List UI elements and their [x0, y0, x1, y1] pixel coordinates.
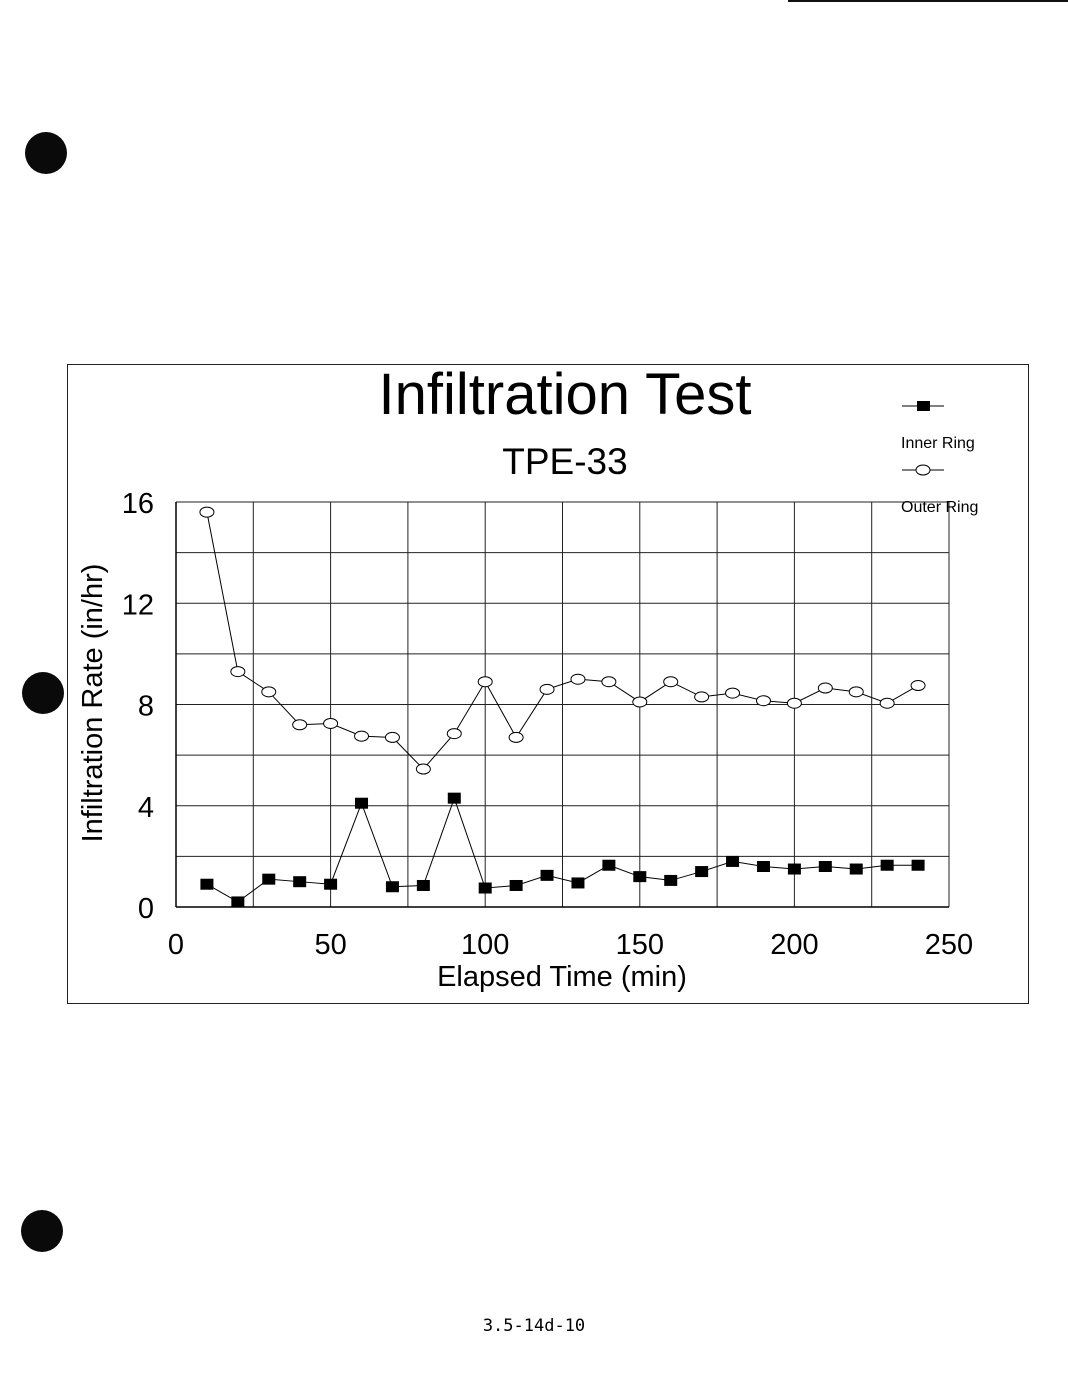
punch-hole: [25, 132, 67, 174]
x-axis-label: Elapsed Time (min): [437, 961, 687, 993]
inner-ring-point: [664, 874, 678, 886]
inner-ring-point: [818, 861, 832, 872]
inner-ring-point: [509, 879, 523, 891]
x-tick-label: 0: [168, 929, 184, 961]
inner-ring-point: [911, 859, 925, 871]
inner-ring-point: [880, 859, 894, 871]
outer-ring-point: [415, 763, 431, 775]
punch-hole: [22, 672, 64, 714]
chart-subtitle: TPE-33: [502, 441, 627, 482]
outer-ring-point: [508, 731, 524, 743]
outer-ring-point: [199, 506, 215, 518]
y-tick-label: 4: [138, 792, 154, 824]
outer-ring-point: [261, 686, 277, 698]
chart-frame: [67, 364, 1029, 1004]
outer-ring-point: [663, 676, 679, 688]
x-tick-label: 100: [461, 929, 509, 961]
inner-ring-point: [293, 876, 307, 888]
inner-ring-point: [447, 792, 461, 804]
x-tick-label: 150: [616, 929, 664, 961]
legend-swatch-inner-ring: [917, 401, 930, 411]
outer-ring-point: [879, 697, 895, 709]
outer-ring-point: [230, 666, 246, 678]
outer-ring-point: [694, 691, 710, 703]
punch-hole: [21, 1210, 63, 1252]
inner-ring-point: [478, 882, 492, 894]
inner-ring-point: [756, 861, 770, 872]
legend-label-inner-ring: Inner Ring: [901, 435, 975, 452]
x-tick-label: 200: [770, 929, 818, 961]
outer-ring-point: [539, 683, 555, 695]
y-tick-label: 16: [122, 488, 154, 520]
inner-ring-point: [262, 873, 276, 885]
outer-ring-point: [848, 686, 864, 698]
outer-ring-point: [570, 673, 586, 685]
inner-ring-point: [355, 797, 369, 809]
outer-ring-point: [817, 682, 833, 694]
inner-ring-point: [540, 869, 554, 881]
outer-ring-point: [354, 730, 370, 742]
inner-ring-point: [231, 896, 245, 908]
top-edge-rule: [788, 0, 1068, 2]
y-tick-label: 8: [138, 691, 154, 723]
outer-ring-point: [477, 676, 493, 688]
legend-label-outer-ring: Outer Ring: [901, 499, 978, 516]
page-number: 3.5-14d-10: [482, 1316, 586, 1336]
chart-title: Infiltration Test: [379, 362, 752, 427]
inner-ring-point: [602, 859, 616, 871]
y-tick-label: 12: [122, 589, 154, 621]
inner-ring-point: [849, 863, 863, 875]
inner-ring-point: [787, 863, 801, 875]
y-tick-label: 0: [138, 893, 154, 925]
inner-ring-point: [726, 855, 740, 867]
inner-ring-point: [385, 881, 399, 893]
inner-ring-point: [200, 878, 214, 890]
inner-ring-point: [416, 879, 430, 891]
outer-ring-point: [910, 680, 926, 692]
outer-ring-point: [632, 696, 648, 708]
inner-ring-point: [571, 877, 585, 889]
x-tick-label: 250: [925, 929, 973, 961]
outer-ring-point: [601, 676, 617, 688]
x-tick-label: 50: [314, 929, 346, 961]
outer-ring-point: [384, 731, 400, 743]
inner-ring-point: [324, 878, 338, 890]
outer-ring-point: [292, 719, 308, 731]
outer-ring-point: [323, 717, 339, 729]
outer-ring-point: [755, 695, 771, 707]
outer-ring-point: [725, 687, 741, 699]
inner-ring-point: [695, 866, 709, 878]
legend-swatch-outer-ring: [915, 464, 931, 476]
outer-ring-point: [786, 697, 802, 709]
inner-ring-point: [633, 871, 647, 883]
y-axis-label: Infiltration Rate (in/hr): [77, 564, 109, 843]
outer-ring-point: [446, 728, 462, 740]
